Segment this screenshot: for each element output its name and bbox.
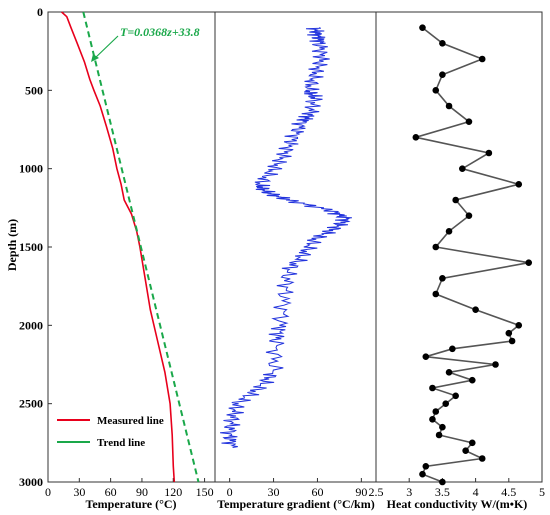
conductivity-data-point — [459, 165, 466, 172]
conductivity-data-point — [445, 228, 453, 235]
conductivity-data-point — [442, 400, 450, 407]
y-tick-label: 1500 — [19, 240, 43, 254]
trend-equation-arrowhead — [91, 54, 99, 62]
temperature-x-tick-label: 0 — [45, 485, 51, 499]
x-axis-label-gradient: Temperature gradient (°C/km) — [217, 497, 374, 511]
conductivity-data-point — [465, 212, 473, 219]
gradient-x-tick-label: 90 — [355, 485, 367, 499]
trend-equation-label: T=0.0368z+33.8 — [120, 25, 200, 39]
conductivity-series-line-0 — [415, 27, 529, 483]
legend-measured-label: Measured line — [97, 415, 164, 427]
conductivity-data-point — [439, 275, 446, 282]
conductivity-data-point — [525, 259, 533, 266]
conductivity-x-tick-label: 2.5 — [369, 485, 384, 499]
conductivity-data-point — [452, 392, 459, 400]
conductivity-data-point — [478, 455, 486, 462]
x-axis-label-temperature: Temperature (°C) — [85, 497, 176, 511]
gradient-x-tick-label: 0 — [227, 485, 233, 499]
temperature-series-line-1 — [82, 11, 200, 483]
conductivity-data-point — [492, 361, 499, 368]
conductivity-data-point — [432, 408, 440, 415]
conductivity-data-point — [472, 306, 479, 313]
y-tick-label: 3000 — [19, 475, 43, 489]
temperature-x-tick-label: 150 — [196, 485, 214, 499]
gradient-x-tick-label: 30 — [268, 485, 280, 499]
x-axis-label-conductivity: Heat conductivity W/(m•K) — [387, 497, 528, 511]
y-tick-label: 0 — [37, 5, 43, 19]
conductivity-data-point — [422, 463, 430, 470]
temperature-frame — [47, 11, 216, 483]
gradient-frame — [214, 11, 377, 483]
temperature-x-tick-label: 120 — [164, 485, 182, 499]
conductivity-data-point — [485, 149, 493, 157]
conductivity-x-tick-label: 5 — [539, 485, 545, 499]
conductivity-data-point — [412, 134, 420, 141]
y-tick-label: 2000 — [19, 318, 43, 332]
temperature-x-tick-label: 60 — [105, 485, 117, 499]
gradient-series-line-0 — [220, 27, 352, 448]
y-tick-label: 500 — [25, 83, 43, 97]
conductivity-data-point — [439, 71, 446, 78]
conductivity-data-point — [432, 87, 440, 94]
conductivity-data-point — [419, 470, 426, 478]
y-axis-label: Depth (m) — [5, 219, 19, 271]
y-tick-label: 1000 — [19, 162, 43, 176]
conductivity-data-point — [478, 55, 486, 63]
gradient-panel: 0 30 60 90 — [214, 11, 377, 499]
conductivity-data-point — [462, 447, 469, 454]
conductivity-data-point — [449, 345, 456, 353]
conductivity-data-point — [445, 369, 453, 376]
conductivity-x-tick-label: 3.5 — [435, 485, 450, 499]
conductivity-data-point — [505, 329, 513, 337]
conductivity-x-tick-label: 3 — [406, 485, 412, 499]
conductivity-data-point — [515, 322, 523, 329]
conductivity-data-point — [439, 478, 446, 486]
conductivity-data-point — [445, 102, 453, 110]
conductivity-data-point — [515, 181, 523, 188]
gradient-x-tick-label: 60 — [311, 485, 323, 499]
conductivity-x-tick-label: 4.5 — [501, 485, 516, 499]
legend-trend-label: Trend line — [97, 437, 145, 449]
temperature-x-tick-label: 90 — [136, 485, 148, 499]
conductivity-data-point — [468, 376, 476, 384]
conductivity-data-point — [429, 416, 436, 423]
conductivity-data-point — [439, 423, 446, 431]
conductivity-data-point — [432, 290, 440, 298]
conductivity-data-point — [429, 384, 436, 392]
conductivity-data-point — [435, 431, 443, 439]
conductivity-x-tick-label: 4 — [473, 485, 479, 499]
conductivity-panel: 2.5 3 3.5 4 4.5 5 — [369, 11, 545, 499]
conductivity-data-point — [432, 243, 440, 251]
y-tick-label: 2500 — [19, 397, 43, 411]
conductivity-data-point — [439, 40, 446, 47]
conductivity-data-point — [422, 353, 430, 360]
conductivity-frame — [375, 11, 543, 483]
conductivity-data-point — [508, 337, 516, 345]
temperature-x-tick-label: 30 — [73, 485, 85, 499]
trend-equation-arrow — [92, 35, 119, 61]
temperature-series-line-0 — [61, 11, 176, 483]
conductivity-data-point — [452, 196, 459, 204]
conductivity-data-point — [465, 118, 473, 125]
conductivity-data-point — [468, 439, 476, 447]
conductivity-data-point — [419, 24, 426, 31]
